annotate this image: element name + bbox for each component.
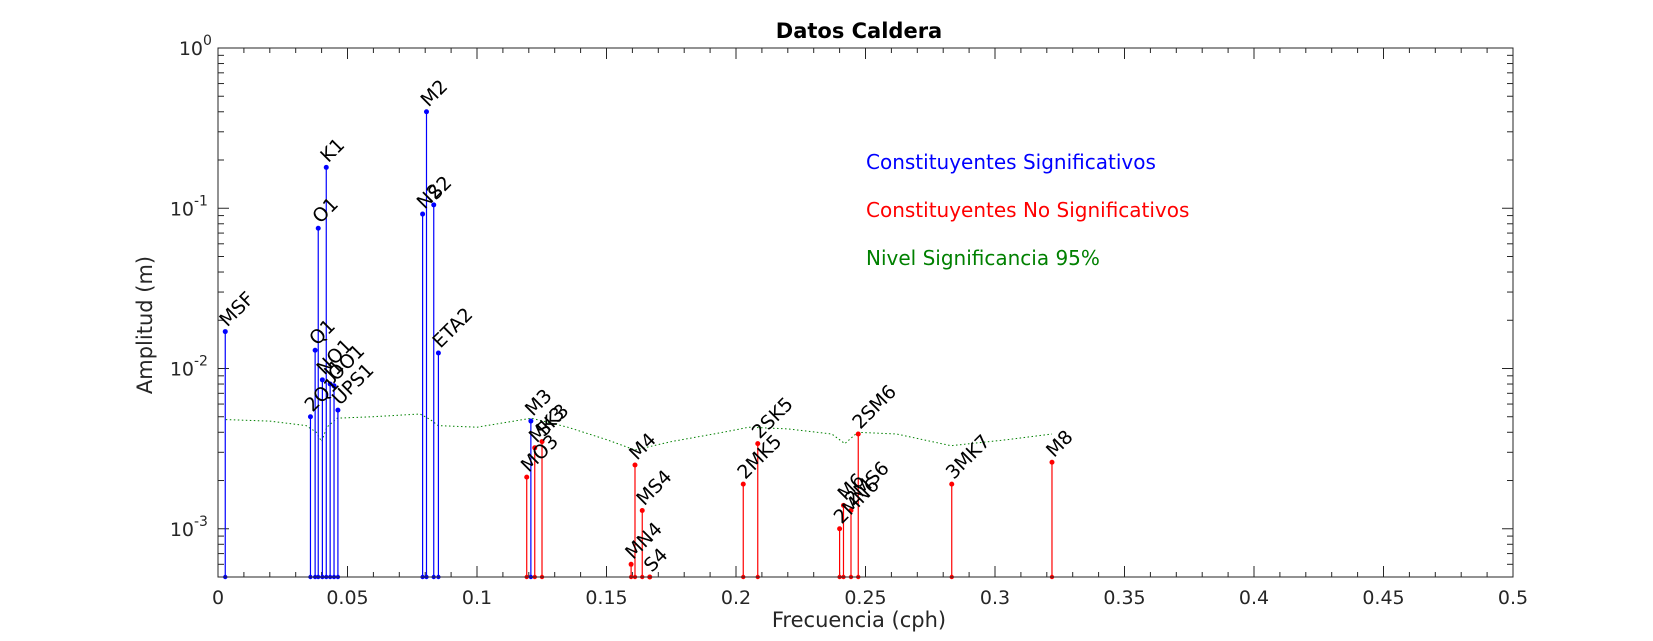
- stem-marker: [327, 381, 333, 387]
- x-tick-label: 0.5: [1498, 587, 1528, 609]
- stem-marker: [315, 225, 321, 231]
- constituent-label: 2SM6: [848, 381, 901, 434]
- stem-marker: [435, 350, 441, 356]
- legend-entry: Nivel Significancia 95%: [866, 246, 1100, 270]
- stem-marker: [837, 526, 843, 532]
- y-tick-label: 10 0: [179, 33, 212, 60]
- y-tick-base: 10: [170, 198, 194, 220]
- y-tick-base: 10: [170, 359, 194, 381]
- y-tick-label: 10 -3: [170, 514, 208, 541]
- x-tick-label: 0.35: [1103, 587, 1145, 609]
- constituent-label: 3MK7: [942, 431, 995, 484]
- x-tick-label: 0.1: [462, 587, 492, 609]
- constituent-label: MSF: [215, 288, 258, 331]
- y-axis-label: Amplitud (m): [133, 256, 157, 394]
- legend-entry: Constituyentes No Significativos: [866, 198, 1189, 222]
- stem-marker: [222, 329, 228, 335]
- stem-marker: [532, 445, 538, 451]
- x-tick-label: 0.3: [980, 587, 1010, 609]
- significance-polyline: [225, 413, 1053, 451]
- y-tick-exponent: -3: [194, 514, 208, 530]
- legend: Constituyentes Significativos Constituyen…: [866, 150, 1189, 270]
- stem-marker: [323, 164, 329, 170]
- y-tick-exponent: 0: [203, 33, 212, 49]
- stem-marker: [423, 109, 429, 115]
- stem-marker: [335, 407, 341, 413]
- y-tick-exponent: -2: [194, 354, 208, 370]
- y-tick-label: 10 -2: [170, 354, 208, 381]
- significance-line: [225, 413, 1053, 451]
- stem-marker: [628, 561, 634, 567]
- plot-area-frame: [217, 47, 1514, 578]
- constituent-label: O1: [308, 193, 343, 228]
- stem-marker: [740, 481, 746, 487]
- x-axis-label: Frecuencia (cph): [772, 608, 946, 632]
- y-tick-exponent: -1: [194, 193, 208, 209]
- stem-marker: [312, 347, 318, 353]
- stem-marker: [331, 383, 337, 389]
- stem-marker: [755, 441, 761, 447]
- stem-marker: [855, 431, 861, 437]
- x-tick-label: 0.05: [326, 587, 368, 609]
- stem-marker: [848, 507, 854, 513]
- stem-marker: [307, 414, 313, 420]
- y-tick-label: 10 -1: [170, 193, 208, 220]
- stems: [222, 109, 1055, 580]
- stem-marker: [420, 211, 426, 217]
- stem-marker: [1049, 459, 1055, 465]
- stem-marker: [319, 377, 325, 383]
- x-tick-label: 0.15: [585, 587, 627, 609]
- x-tick-label: 0.2: [721, 587, 751, 609]
- stem-marker: [840, 502, 846, 508]
- y-tick-base: 10: [170, 519, 194, 541]
- x-tick-label: 0: [212, 587, 224, 609]
- constituent-label: MS4: [632, 466, 676, 510]
- x-tick-label: 0.45: [1362, 587, 1404, 609]
- stem-marker: [524, 474, 530, 480]
- stem-marker: [528, 418, 534, 424]
- x-tick-label: 0.25: [844, 587, 886, 609]
- x-tick-labels: 0 0.05 0.1 0.15 0.2 0.25 0.3 0.35 0.4 0.45 0.5: [212, 587, 1528, 609]
- constituent-label: ETA2: [428, 304, 477, 353]
- stem-marker: [949, 481, 955, 487]
- constituent-label: M4: [625, 429, 661, 465]
- stem-marker: [632, 462, 638, 468]
- stem-marker: [431, 202, 437, 208]
- stem-marker: [639, 507, 645, 513]
- x-tick-label: 0.4: [1239, 587, 1269, 609]
- stem-marker: [539, 439, 545, 445]
- chart-title: Datos Caldera: [776, 19, 942, 43]
- constituent-label: M2: [416, 76, 452, 112]
- constituent-label: M8: [1042, 426, 1078, 462]
- legend-entry: Constituyentes Significativos: [866, 150, 1156, 174]
- y-tick-base: 10: [179, 38, 203, 60]
- constituent-label: K1: [316, 134, 349, 167]
